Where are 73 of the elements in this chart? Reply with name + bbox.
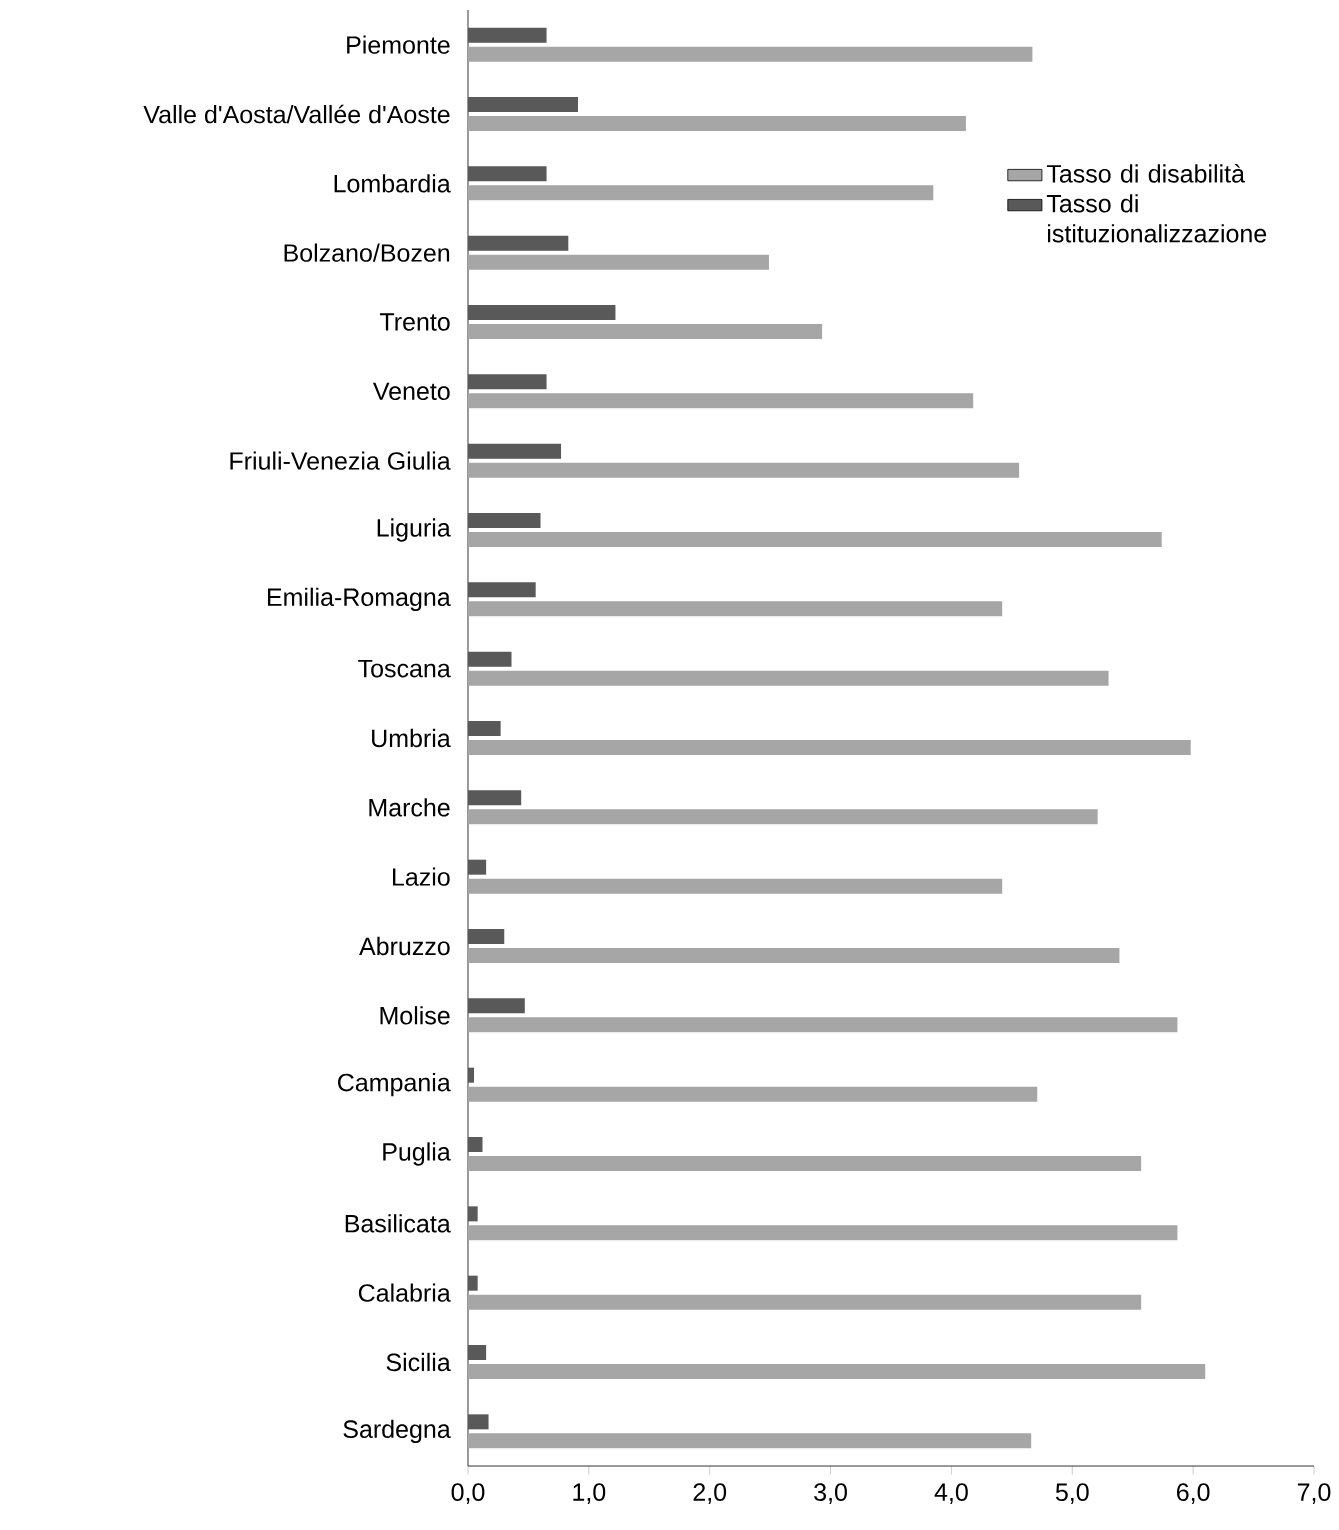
legend-label: Tasso di disabilità xyxy=(1046,164,1245,183)
x-tick-label: 3,0 xyxy=(814,1483,847,1504)
y-tick-label: Lombardia xyxy=(334,174,451,193)
y-tick-label: Marche xyxy=(369,798,450,817)
y-tick-label: Umbria xyxy=(372,728,451,748)
bar xyxy=(468,97,578,112)
bar xyxy=(468,27,547,43)
y-tick-label: Liguria xyxy=(377,518,451,542)
y-tick-label: Basilicata xyxy=(345,1214,451,1233)
bar xyxy=(468,1275,478,1291)
bar xyxy=(468,998,525,1014)
y-tick-label: Campania xyxy=(338,1073,451,1097)
bar xyxy=(468,374,547,390)
bar xyxy=(468,929,505,945)
y-tick-label: Toscana xyxy=(358,659,451,678)
bar xyxy=(468,1364,1206,1380)
y-tick-label: Valle d'Aosta/Vallée d'Aoste xyxy=(143,104,450,124)
y-tick-label: Trento xyxy=(379,313,450,331)
bar xyxy=(468,393,974,409)
bar xyxy=(468,1433,1032,1449)
bar xyxy=(468,601,1003,617)
bar xyxy=(468,513,541,529)
bar xyxy=(468,305,616,320)
bar xyxy=(468,462,1020,478)
y-tick-label: Sardegna xyxy=(343,1419,451,1443)
bar xyxy=(468,1067,475,1083)
bar xyxy=(468,948,1120,964)
bar xyxy=(468,235,569,251)
y-tick-label: Puglia xyxy=(383,1142,451,1166)
bar xyxy=(468,878,1003,894)
x-tick-label: 1,0 xyxy=(573,1483,606,1504)
bar xyxy=(468,740,1191,756)
bar xyxy=(468,1345,487,1361)
bar xyxy=(468,254,769,270)
bar xyxy=(468,721,501,737)
bar xyxy=(468,1017,1178,1033)
bar xyxy=(468,324,823,339)
bar xyxy=(468,1294,1142,1310)
bar xyxy=(468,582,536,598)
bar xyxy=(468,443,562,459)
legend-label: Tasso di istituzionalizzazione xyxy=(1046,194,1267,243)
x-tick-label: 0,0 xyxy=(451,1483,485,1504)
y-tick-label: Piemonte xyxy=(347,35,450,54)
y-tick-label: Molise xyxy=(380,1006,450,1025)
x-tick-label: 6,0 xyxy=(1177,1483,1210,1504)
y-tick-label: Abruzzo xyxy=(359,936,450,956)
x-tick-label: 5,0 xyxy=(1055,1483,1089,1504)
bar xyxy=(468,1156,1142,1172)
bar xyxy=(468,1137,483,1153)
bar xyxy=(468,670,1109,686)
bar xyxy=(468,1414,489,1430)
y-tick-label: Friuli-Venezia Giulia xyxy=(230,451,451,470)
bar xyxy=(468,651,512,667)
y-tick-label: Sicilia xyxy=(386,1352,451,1372)
bar xyxy=(468,532,1162,548)
x-tick-label: 7,0 xyxy=(1297,1483,1331,1504)
bar xyxy=(468,116,966,131)
bar xyxy=(468,809,1098,825)
bar xyxy=(468,46,1033,62)
y-tick-label: Veneto xyxy=(373,382,450,401)
bar xyxy=(468,790,522,806)
x-tick-label: 2,0 xyxy=(693,1483,727,1504)
bar xyxy=(468,859,487,875)
bar xyxy=(468,166,547,182)
bar xyxy=(468,1086,1038,1102)
y-tick-label: Calabria xyxy=(358,1283,451,1302)
y-tick-label: Lazio xyxy=(393,867,450,886)
y-tick-label: Bolzano/Bozen xyxy=(284,243,450,262)
bar xyxy=(468,1206,478,1222)
bar xyxy=(468,1225,1178,1241)
bar xyxy=(468,185,934,201)
y-tick-label: Emilia-Romagna xyxy=(267,587,451,611)
x-tick-label: 4,0 xyxy=(934,1483,968,1504)
